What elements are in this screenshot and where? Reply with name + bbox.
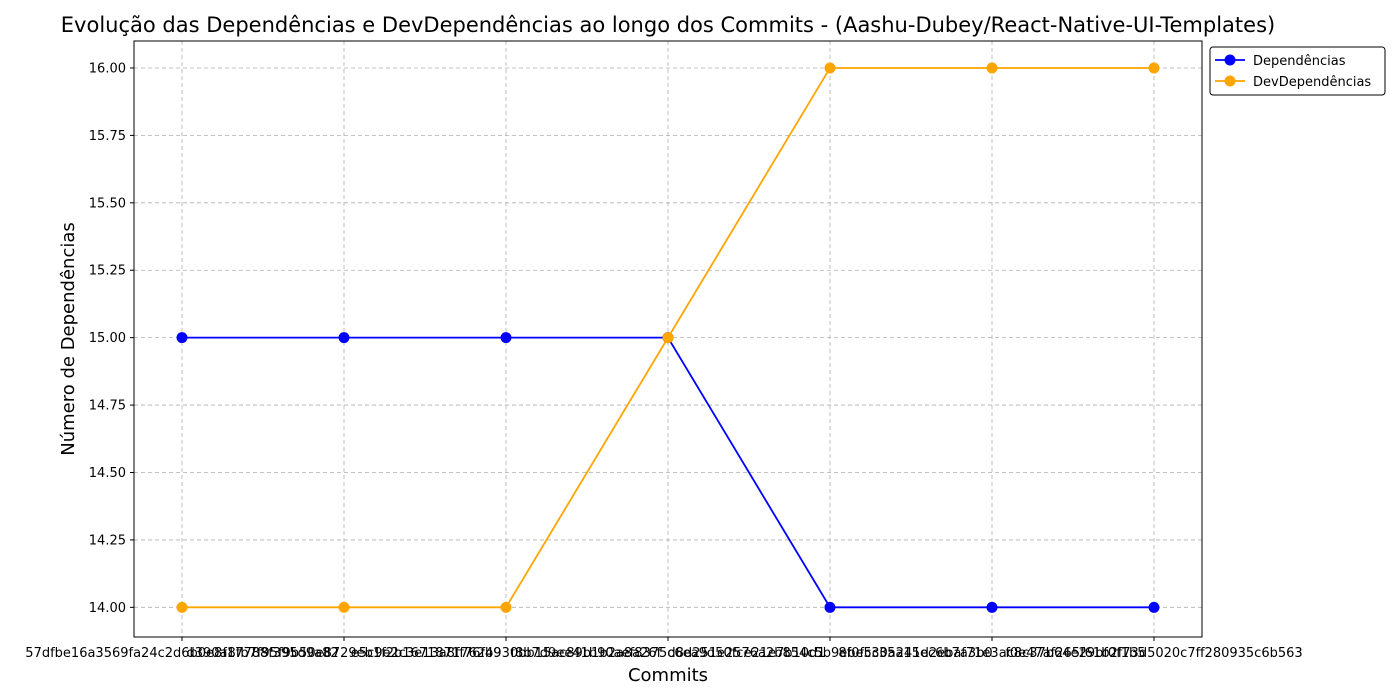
x-tick-label: d390a8fb7f95f9b50e8729eb1f2b1671871762b9 [186,646,501,661]
legend-label-devdependencias: DevDependências [1253,75,1371,90]
y-axis-label: Número de Dependências [58,222,79,456]
y-tick-label: 14.00 [89,601,126,616]
data-point-dependencias [500,332,512,344]
chart-title: Evolução das Dependências e DevDependênc… [61,13,1275,37]
legend-marker-devdependencias [1224,75,1236,87]
legend-marker-dependencias [1224,54,1236,66]
data-point-devdependencias [824,62,836,74]
data-point-dependencias [824,601,836,613]
y-tick-label: 15.50 [89,196,126,211]
series-layer [176,62,1160,613]
data-point-devdependencias [176,601,188,613]
data-point-devdependencias [1148,62,1160,74]
data-point-dependencias [986,601,998,613]
x-tick-label: d8d251e2576a2b854c5b9ebe5c35a15ec6b7a3b0 [667,646,992,661]
x-tick-label: e5c9e2c3e13a8ff76f4930bb15ac89b1b2a8a26f [351,646,662,661]
data-point-devdependencias [986,62,998,74]
y-tick-label: 15.00 [89,331,126,346]
data-point-devdependencias [338,601,350,613]
x-tick-label: f0e47af265f61b2f73d5020c7ff280935c6b563 [1005,646,1302,661]
y-tick-label: 15.75 [89,129,126,144]
data-point-devdependencias [662,332,674,344]
y-tick-label: 15.25 [89,264,126,279]
legend-label-dependencias: Dependências [1253,54,1346,69]
x-tick-label: f8b7d9ee41b90aef8375c6ea9d50fce21e7b10d1 [510,646,825,661]
y-tick-label: 14.25 [89,533,126,548]
x-tick-label: 57dfbe16a3569fa24c2d6b0e8f17788f395d9a82 [25,646,338,661]
y-tick-label: 16.00 [89,61,126,76]
legend-box [1209,46,1386,96]
x-tick-label: 8f0fc30a241d2ebaf71e3ac8c37b64e29bf0f1b5 [838,646,1145,661]
y-tick-label: 14.75 [89,399,126,414]
y-tick-label: 14.50 [89,466,126,481]
data-point-dependencias [176,332,188,344]
x-axis-label: Commits [628,665,708,686]
legend: Dependências DevDependências [1209,46,1386,96]
axis-ticks: 14.00 14.25 14.50 14.75 15.00 15.25 15.50 15.75… [25,61,1302,661]
data-point-dependencias [1148,601,1160,613]
data-point-devdependencias [500,601,512,613]
data-point-dependencias [338,332,350,344]
